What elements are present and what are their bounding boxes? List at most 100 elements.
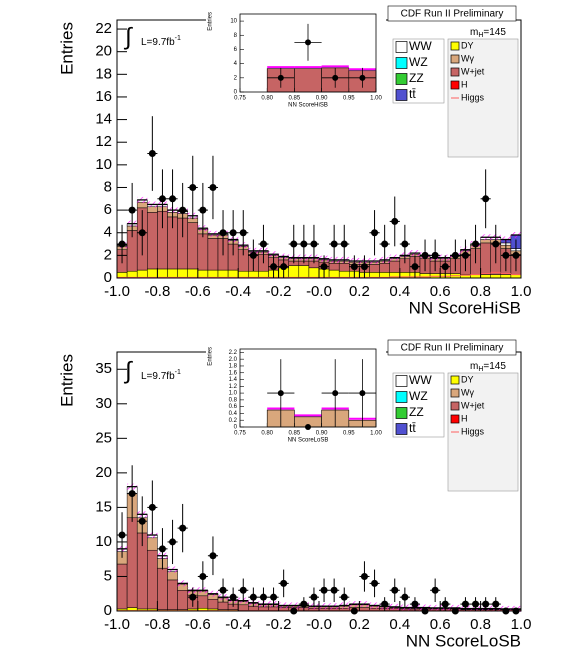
data-point [199, 206, 207, 214]
inset-data-point [359, 390, 366, 397]
stack-bar [268, 606, 279, 611]
data-point [320, 586, 328, 594]
y-tick-label: 4 [104, 224, 112, 241]
x-tick-label: 0.4 [389, 283, 410, 300]
lumi-exponent: -1 [175, 35, 181, 42]
header-box [387, 5, 517, 22]
legend-swatch [450, 414, 460, 424]
inset-data-point [359, 74, 366, 81]
y-tick-label: 16 [95, 88, 112, 105]
inset-y-tick-label: 8 [234, 33, 238, 39]
legend-label: tt̄ [409, 87, 416, 101]
stack-bar [227, 269, 239, 279]
legend-label: Wγ [461, 387, 474, 397]
stack-bar [379, 263, 390, 273]
x-tick-label: 0.8 [470, 283, 491, 300]
inset-y-tick-label: 0.2 [229, 418, 238, 424]
legend-label: WZ [409, 389, 428, 403]
legend-box-right [447, 38, 519, 158]
inset-x-tick-label: 0.95 [343, 96, 355, 102]
legend-label: WZ [409, 55, 428, 69]
inset-x-tick-label: 0.90 [316, 431, 328, 437]
lumi-value: L=9.7fb [141, 37, 175, 48]
y-tick-label: 20 [95, 464, 112, 481]
inset-x-tick-label: 1.00 [370, 431, 382, 437]
data-point [189, 593, 197, 601]
y-tick-label: 0 [104, 269, 112, 286]
x-tick-label: 0.4 [389, 616, 410, 633]
y-tick-label: 20 [95, 43, 112, 60]
data-point [340, 593, 348, 601]
inset-y-tick-label: 4 [234, 61, 238, 67]
mass-symbol: m [470, 27, 478, 38]
legend-label: Higgs [461, 426, 485, 436]
stack-bar [500, 274, 512, 279]
data-point [482, 195, 490, 203]
inset-y-title: Entries [208, 12, 214, 31]
inset-x-tick-label: 0.95 [343, 431, 355, 437]
inset-x-tick-label: 0.85 [289, 96, 301, 102]
data-point [371, 229, 379, 237]
x-tick-label: -0.4 [225, 283, 251, 300]
y-tick-label: 0 [104, 602, 112, 619]
y-axis-title: Entries [57, 354, 76, 407]
data-point [502, 251, 510, 259]
x-tick-label: 0.6 [430, 283, 451, 300]
legend-swatch [395, 391, 408, 403]
inset-x-title: NN ScoreHiSB [288, 103, 328, 109]
inset-x-tick-label: 0.75 [234, 96, 246, 102]
data-point [249, 251, 257, 259]
data-point [482, 600, 490, 608]
stack-bar [429, 273, 441, 279]
y-tick-label: 22 [95, 20, 112, 37]
inset-x-tick-label: 0.75 [234, 431, 246, 437]
chart-title: CDF Run II Preliminary [401, 9, 504, 20]
inset-y-tick-label: 0 [234, 90, 238, 96]
data-point [148, 150, 156, 158]
legend-swatch [450, 54, 460, 64]
inset-data-point [277, 74, 284, 81]
inset-y-tick-label: 1.0 [229, 391, 238, 397]
data-point [249, 593, 257, 601]
y-tick-label: 15 [95, 498, 112, 515]
x-tick-label: 0.8 [470, 616, 491, 633]
data-point [179, 524, 187, 532]
data-point [320, 263, 328, 271]
legend-swatch [450, 388, 460, 398]
data-point [259, 240, 267, 248]
data-point [310, 593, 318, 601]
mass-subscript: H [478, 366, 483, 373]
data-point [310, 240, 318, 248]
stack-bar [187, 268, 199, 279]
data-point [169, 538, 177, 546]
stack-bar [147, 549, 158, 610]
x-tick-label: 1.0 [511, 283, 532, 300]
lumi-label: L=9.7fb-1 [141, 35, 181, 48]
y-tick-label: 30 [95, 395, 112, 412]
inset-y-tick-label: 2 [234, 75, 238, 81]
y-tick-label: 10 [95, 533, 112, 550]
data-point [280, 263, 288, 271]
data-point [138, 517, 146, 525]
data-point [229, 229, 237, 237]
data-point [128, 490, 136, 498]
legend-swatch [395, 41, 408, 53]
stack-bar [328, 263, 340, 271]
inset-x-tick-label: 0.85 [289, 431, 301, 437]
stack-bar [116, 563, 128, 610]
data-point [219, 229, 227, 237]
x-axis-title: NN ScoreLoSB [406, 631, 521, 650]
stack-bar [187, 222, 199, 270]
inset-x-tick-label: 0.80 [261, 431, 273, 437]
x-axis-title: NN ScoreHiSB [409, 298, 521, 317]
x-tick-label: -0.8 [144, 616, 170, 633]
stack-bar [258, 606, 269, 611]
legend-label: H [461, 413, 468, 423]
stack-bar [157, 268, 168, 279]
lumi-label: L=9.7fb-1 [141, 369, 181, 382]
y-tick-label: 10 [95, 156, 112, 173]
data-point [300, 600, 308, 608]
data-point [360, 263, 368, 271]
stack-bar [298, 265, 310, 279]
inset-background [206, 341, 386, 447]
